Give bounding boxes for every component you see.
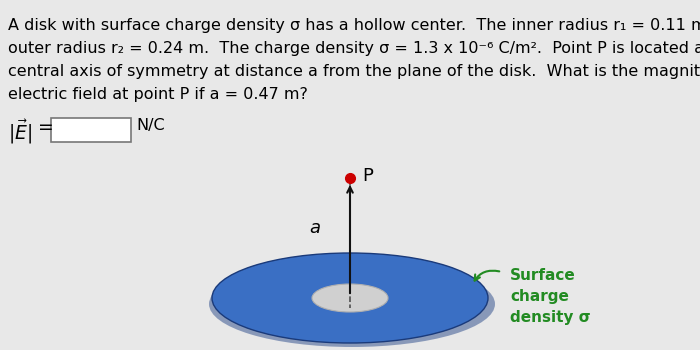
- Text: a: a: [309, 219, 321, 237]
- FancyBboxPatch shape: [51, 118, 131, 142]
- Text: $|\vec{E}|$: $|\vec{E}|$: [8, 118, 32, 146]
- Text: =: =: [38, 118, 54, 137]
- Ellipse shape: [209, 261, 495, 347]
- Text: electric field at point P if a = 0.47 m?: electric field at point P if a = 0.47 m?: [8, 87, 308, 102]
- Text: A disk with surface charge density σ has a hollow center.  The inner radius r₁ =: A disk with surface charge density σ has…: [8, 18, 700, 33]
- Ellipse shape: [212, 253, 488, 343]
- Text: central axis of symmetry at distance a from the plane of the disk.  What is the : central axis of symmetry at distance a f…: [8, 64, 700, 79]
- Text: N/C: N/C: [136, 118, 164, 133]
- Text: Surface
charge
density σ: Surface charge density σ: [510, 268, 591, 325]
- Text: outer radius r₂ = 0.24 m.  The charge density σ = 1.3 x 10⁻⁶ C/m².  Point P is l: outer radius r₂ = 0.24 m. The charge den…: [8, 41, 700, 56]
- Text: P: P: [362, 167, 373, 185]
- Ellipse shape: [312, 284, 388, 312]
